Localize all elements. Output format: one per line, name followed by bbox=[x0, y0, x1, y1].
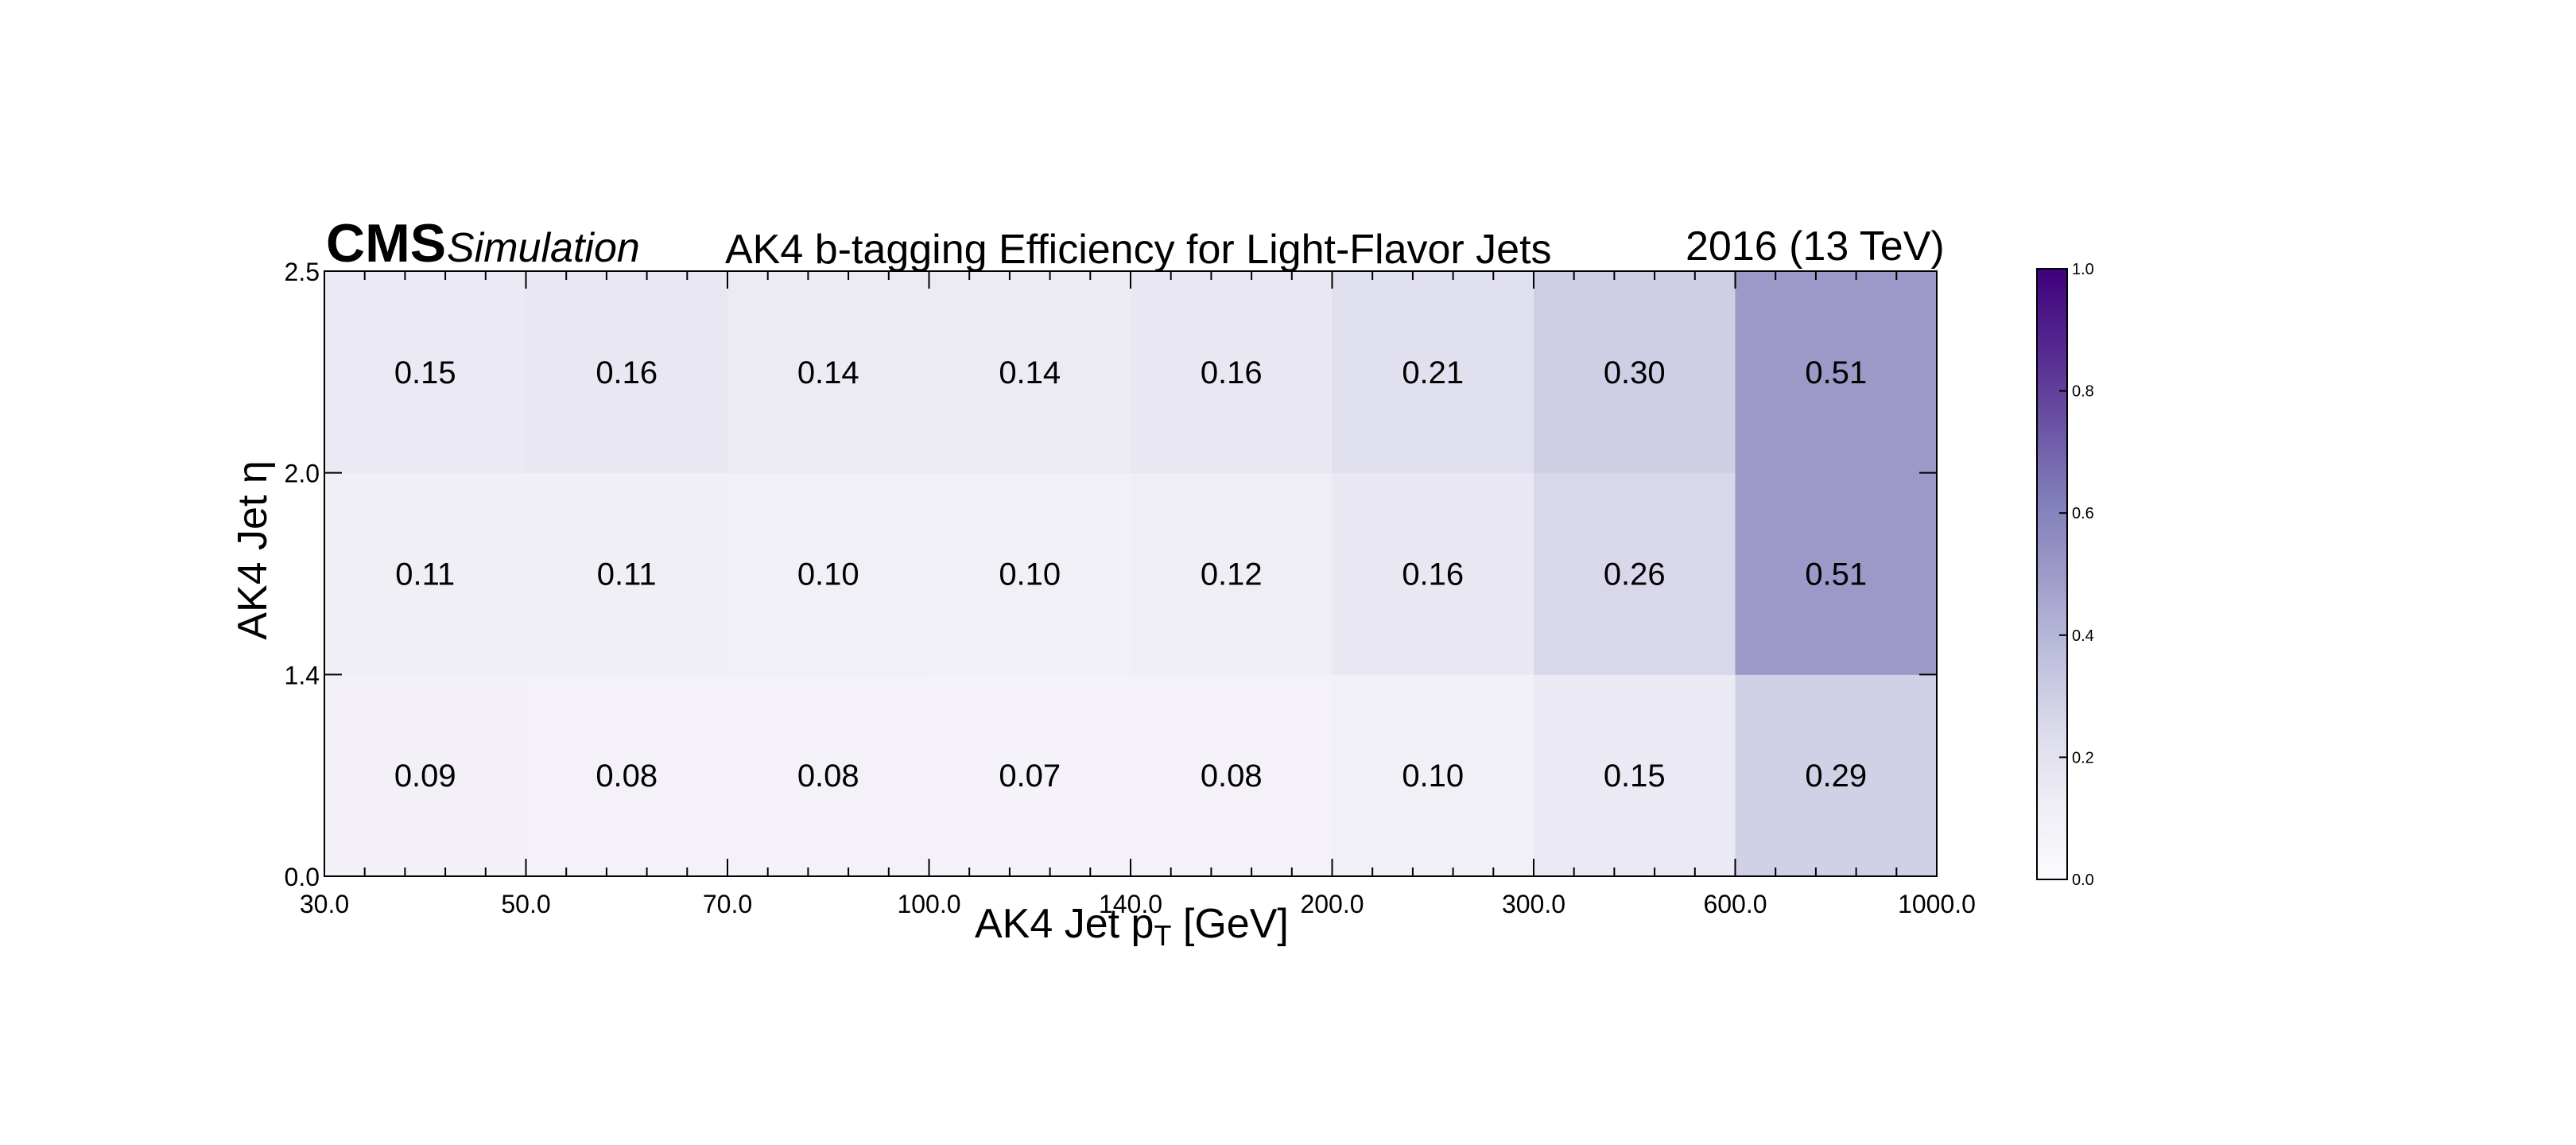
cell-value-label: 0.07 bbox=[999, 759, 1061, 794]
heatmap-cell bbox=[727, 674, 929, 877]
cell-value-label: 0.08 bbox=[596, 759, 658, 794]
x-tick-label: 140.0 bbox=[1099, 890, 1162, 918]
heatmap-cell bbox=[1332, 472, 1534, 675]
cell-value-label: 0.21 bbox=[1402, 355, 1464, 390]
heatmap-cell bbox=[727, 271, 929, 474]
x-tick-label: 70.0 bbox=[703, 890, 752, 918]
y-tick-label: 1.4 bbox=[285, 661, 320, 689]
cell-value-label: 0.51 bbox=[1805, 557, 1867, 592]
cell-value-label: 0.16 bbox=[1201, 355, 1263, 390]
cell-value-label: 0.08 bbox=[797, 759, 859, 794]
heatmap-cell bbox=[1735, 271, 1938, 474]
heatmap-cell bbox=[1534, 271, 1736, 474]
x-tick-label: 50.0 bbox=[501, 890, 550, 918]
cell-value-label: 0.51 bbox=[1805, 355, 1867, 390]
y-tick-label: 0.0 bbox=[285, 863, 320, 891]
heatmap-cells bbox=[324, 271, 1938, 877]
heatmap-cell bbox=[324, 674, 526, 877]
cell-value-label: 0.16 bbox=[1402, 557, 1464, 592]
heatmap-cell bbox=[1534, 472, 1736, 675]
cell-value-label: 0.10 bbox=[999, 557, 1061, 592]
x-tick-label: 30.0 bbox=[300, 890, 349, 918]
cell-value-label: 0.08 bbox=[1201, 759, 1263, 794]
colorbar bbox=[2036, 268, 2068, 880]
heatmap-cell bbox=[727, 472, 929, 675]
colorbar-tick-label: 0.6 bbox=[2072, 505, 2094, 522]
heatmap-cell bbox=[1534, 674, 1736, 877]
cell-value-label: 0.10 bbox=[1402, 759, 1464, 794]
heatmap-cell bbox=[1332, 271, 1534, 474]
heatmap-cell-labels: 0.09 0.08 0.08 0.07 0.08 0.10 0.15 0.29 0.11 0.11… bbox=[394, 355, 1867, 794]
x-tick-label: 300.0 bbox=[1502, 890, 1565, 918]
cell-value-label: 0.14 bbox=[999, 355, 1061, 390]
colorbar-tick-label: 0.0 bbox=[2072, 871, 2094, 889]
y-tick-label: 2.0 bbox=[285, 460, 320, 488]
cell-value-label: 0.09 bbox=[394, 759, 456, 794]
colorbar-ticks: 0.0 0.2 0.4 0.6 0.8 1.0 bbox=[2059, 261, 2094, 889]
colorbar-tick-label: 0.8 bbox=[2072, 383, 2094, 401]
cms-label: CMS bbox=[326, 213, 447, 274]
heatmap-cell bbox=[1131, 674, 1333, 877]
heatmap-cell bbox=[929, 674, 1131, 877]
cell-value-label: 0.15 bbox=[394, 355, 456, 390]
cell-value-label: 0.12 bbox=[1201, 557, 1263, 592]
x-axis-tick-labels: 30.0 50.0 70.0 100.0 140.0 200.0 300.0 600.0 100… bbox=[300, 890, 1976, 918]
y-axis-title: AK4 Jet η bbox=[230, 460, 276, 640]
heatmap-cell bbox=[929, 472, 1131, 675]
cell-value-label: 0.10 bbox=[797, 557, 859, 592]
heatmap-cell bbox=[1131, 271, 1333, 474]
chart-title: AK4 b-tagging Efficiency for Light-Flavo… bbox=[725, 227, 1552, 273]
energy-label: 2016 (13 TeV) bbox=[1686, 223, 1945, 270]
cell-value-label: 0.15 bbox=[1604, 759, 1666, 794]
x-axis-title-subscript: T bbox=[1154, 919, 1172, 952]
x-axis-title-unit: [GeV] bbox=[1171, 901, 1289, 947]
heatmap-cell bbox=[1332, 674, 1534, 877]
y-axis-tick-labels: 0.0 1.4 2.0 2.5 bbox=[285, 258, 320, 891]
heatmap-cell bbox=[526, 271, 728, 474]
x-tick-label: 200.0 bbox=[1300, 890, 1364, 918]
cell-value-label: 0.26 bbox=[1604, 557, 1666, 592]
heatmap-cell bbox=[324, 472, 526, 675]
cell-value-label: 0.16 bbox=[596, 355, 658, 390]
heatmap-cell bbox=[526, 472, 728, 675]
heatmap-cell bbox=[929, 271, 1131, 474]
heatmap-cell bbox=[324, 271, 526, 474]
x-tick-label: 600.0 bbox=[1703, 890, 1767, 918]
x-tick-label: 1000.0 bbox=[1898, 890, 1976, 918]
axis-ticks bbox=[324, 270, 1938, 877]
colorbar-tick-label: 1.0 bbox=[2072, 261, 2094, 278]
cell-value-label: 0.30 bbox=[1604, 355, 1666, 390]
simulation-label: Simulation bbox=[447, 225, 640, 271]
y-tick-label: 2.5 bbox=[285, 258, 320, 286]
cell-value-label: 0.11 bbox=[395, 557, 455, 592]
colorbar-tick-label: 0.4 bbox=[2072, 627, 2094, 645]
heatmap-cell bbox=[1735, 472, 1938, 675]
heatmap-cell bbox=[1131, 472, 1333, 675]
x-tick-label: 100.0 bbox=[897, 890, 960, 918]
cell-value-label: 0.11 bbox=[597, 557, 657, 592]
heatmap-cell bbox=[1735, 674, 1938, 877]
colorbar-tick-label: 0.2 bbox=[2072, 749, 2094, 767]
cell-value-label: 0.14 bbox=[797, 355, 859, 390]
x-axis-title-main: AK4 Jet p bbox=[975, 901, 1154, 947]
cell-value-label: 0.29 bbox=[1805, 759, 1867, 794]
heatmap-cell bbox=[526, 674, 728, 877]
x-axis-title: AK4 Jet pT [GeV] bbox=[975, 903, 1289, 950]
